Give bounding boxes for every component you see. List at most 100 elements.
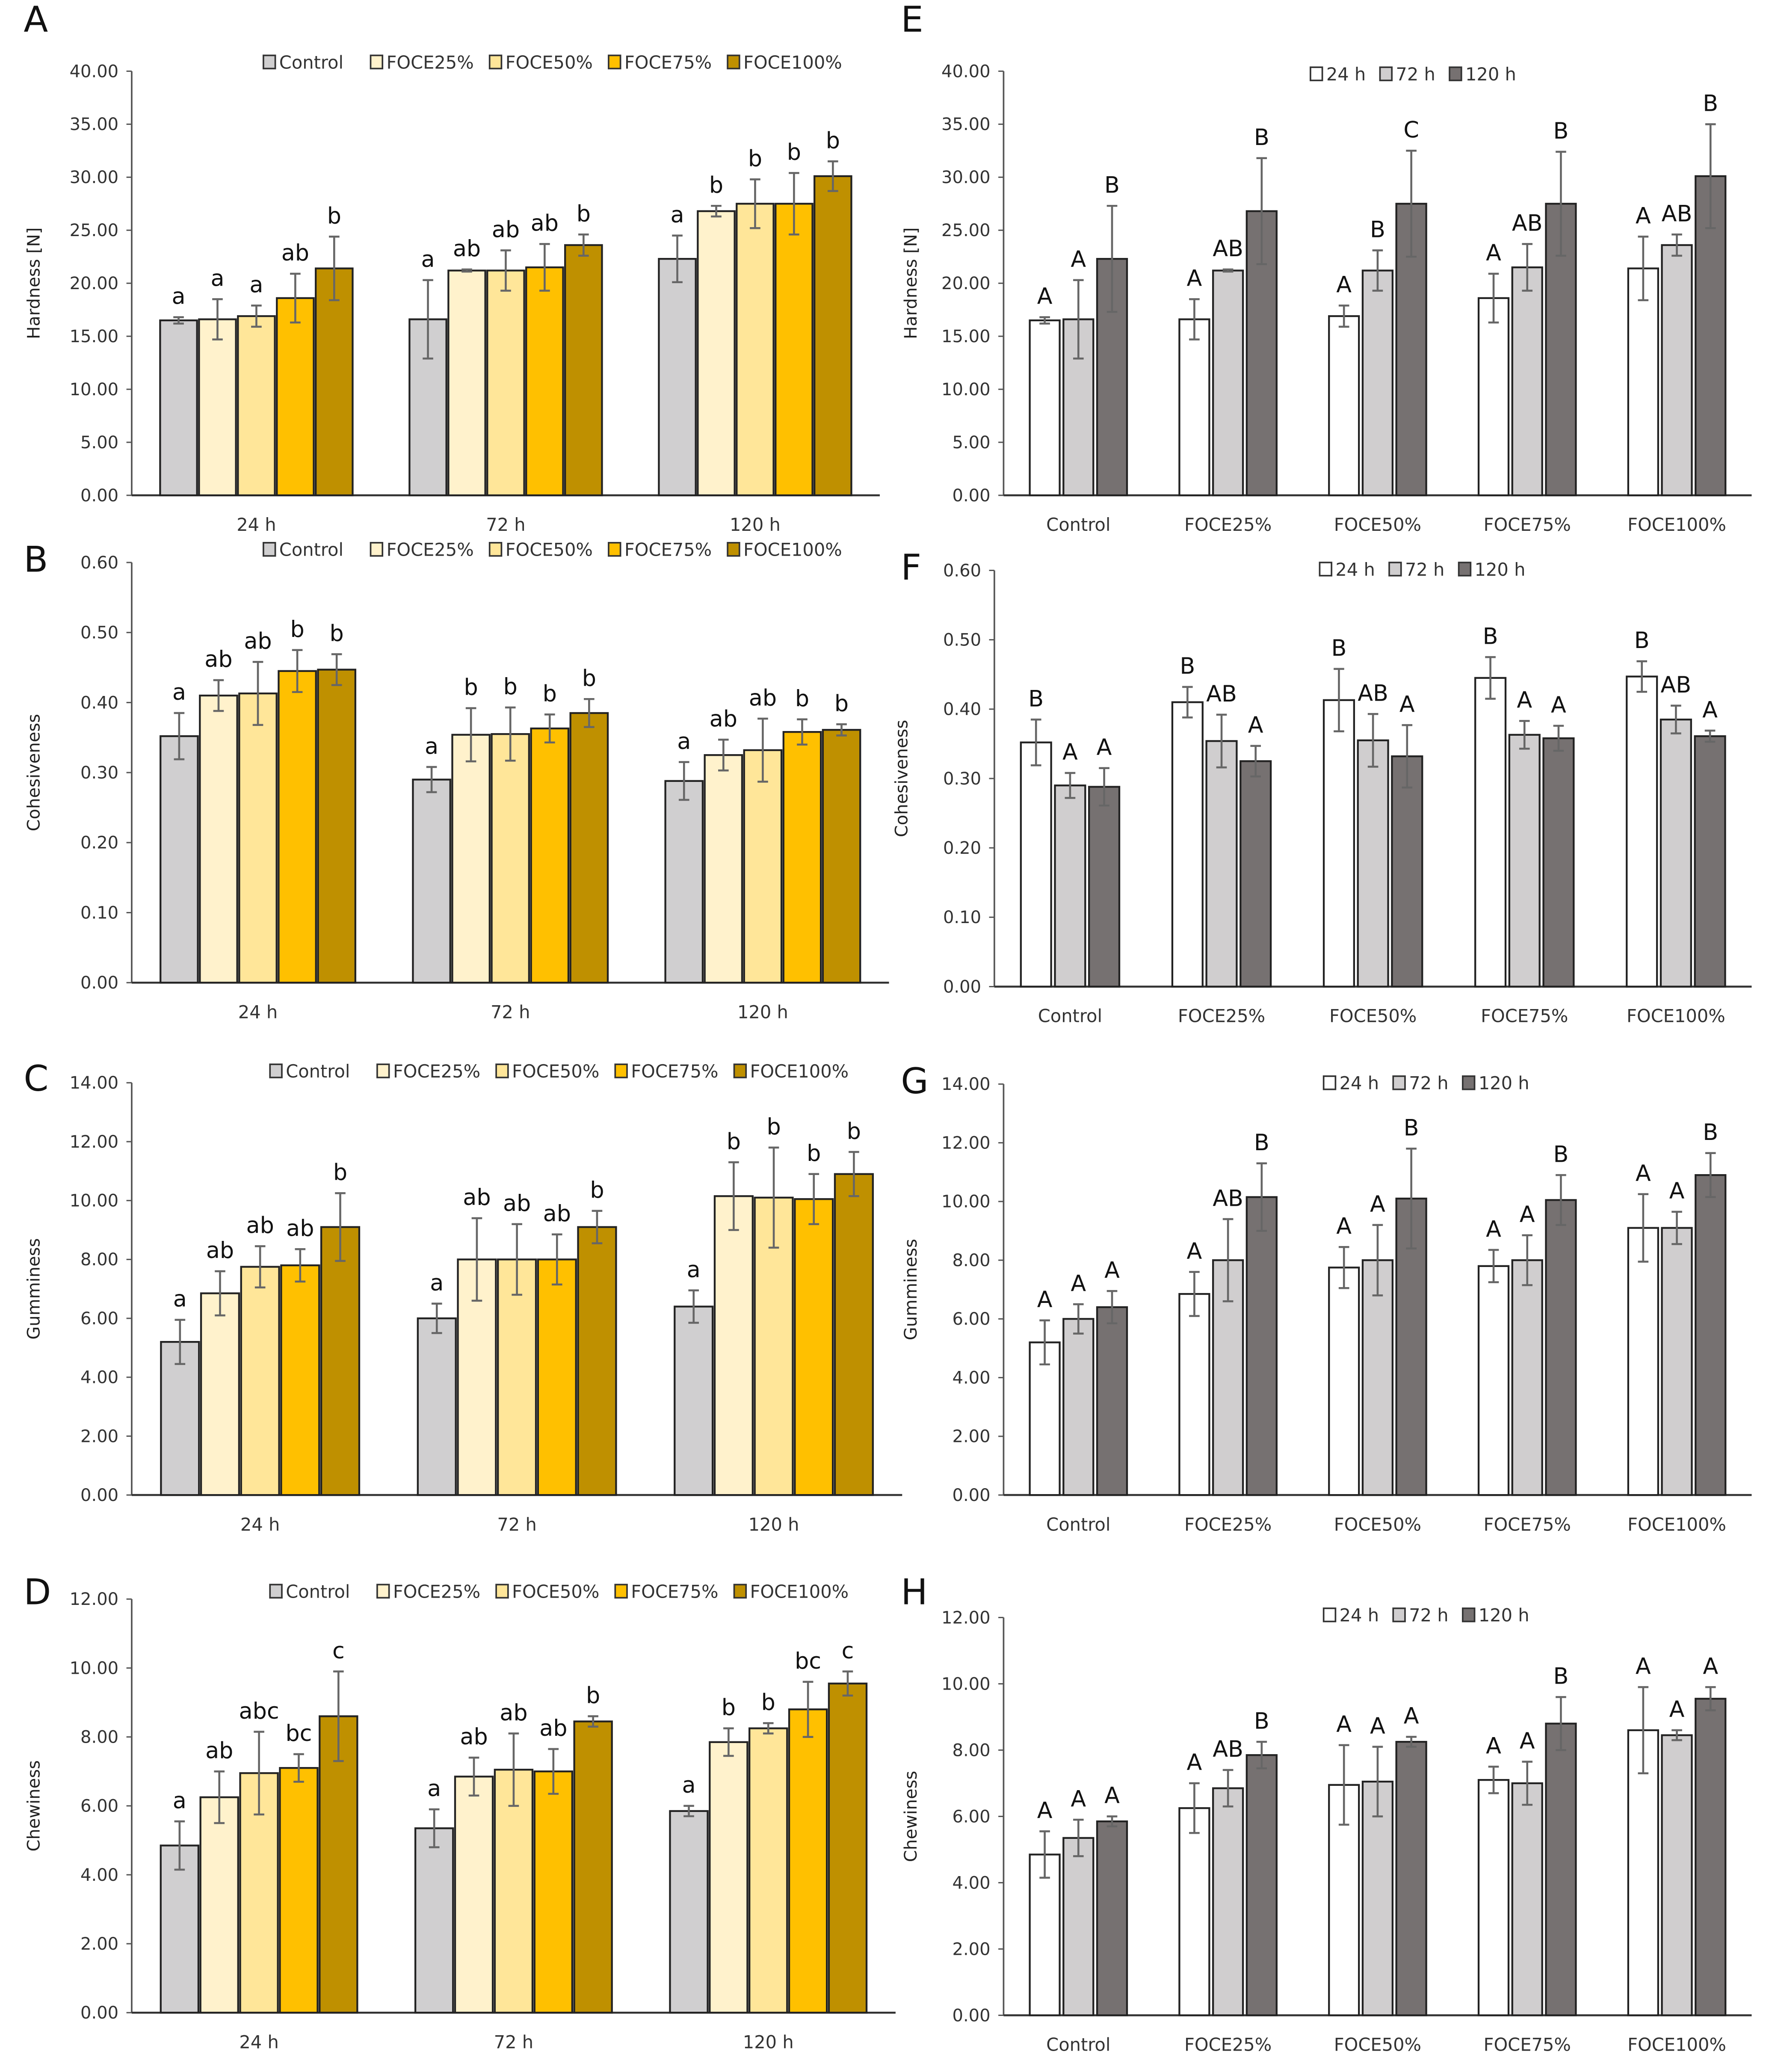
x-category-label: 72 h	[491, 1001, 530, 1022]
y-tick-label: 0.00	[952, 2006, 990, 2025]
bar-24h-foce100	[1626, 675, 1658, 988]
legend-swatch	[495, 1063, 509, 1078]
legend-swatch	[370, 542, 384, 557]
legend-label: FOCE50%	[506, 539, 593, 560]
significance-letter: ab	[539, 1715, 567, 1741]
significance-letter: B	[1553, 1141, 1568, 1167]
bar-72h-control	[1062, 1837, 1095, 2016]
panel-label: G	[901, 1060, 928, 1102]
legend-swatch	[263, 54, 276, 70]
significance-letter: A	[1703, 1653, 1718, 1679]
y-tick-label: 4.00	[952, 1368, 990, 1388]
x-category-label: FOCE100%	[1627, 2034, 1726, 2055]
bar-foce100-72h	[564, 244, 603, 497]
bar-24h-foce75	[1477, 1779, 1510, 2016]
significance-letter: b	[748, 145, 762, 172]
legend-item: 120 h	[1458, 559, 1526, 580]
significance-letter: A	[1186, 1749, 1202, 1776]
significance-letter: A	[1037, 284, 1053, 310]
y-tick-label: 0.50	[943, 630, 981, 650]
legend-label: FOCE50%	[512, 1061, 599, 1082]
y-tick-label: 0.00	[952, 486, 990, 506]
bar-72h-foce50	[1361, 1259, 1394, 1496]
significance-letter: B	[1404, 1115, 1419, 1141]
legend-label: FOCE75%	[631, 1581, 718, 1602]
significance-letter: A	[1702, 697, 1718, 723]
bar-foce50-24h	[240, 1266, 280, 1496]
y-tick-label: 0.00	[943, 977, 981, 997]
legend-item: 24 h	[1319, 559, 1375, 580]
significance-letter: a	[421, 246, 435, 272]
legend-label: FOCE75%	[624, 52, 712, 73]
significance-letter: AB	[1213, 236, 1243, 262]
y-tick-label: 2.00	[952, 1939, 990, 1959]
legend-item: 24 h	[1322, 1073, 1379, 1094]
y-tick-label: 0.40	[80, 693, 118, 713]
y-tick-label: 12.00	[70, 1132, 119, 1152]
significance-letter: b	[330, 621, 344, 647]
bar-foce75-120h	[794, 1198, 834, 1496]
legend-swatch	[1461, 1607, 1476, 1622]
y-tick-label: 6.00	[80, 1309, 118, 1329]
significance-letter: ab	[463, 1184, 491, 1211]
x-category-label: 120 h	[743, 2031, 794, 2052]
significance-letter: c	[842, 1638, 854, 1664]
panel-label: A	[24, 0, 48, 40]
panel-a: A 0.00 5.00 10.00 15.00 20.00 25.00 30.00 35.00 4…	[24, 0, 880, 535]
panel-g: G 0.00 2.00 4.00 6.00 8.00 10.00 12.00 14.00 Gumm…	[901, 1060, 1752, 1535]
bar-foce50-120h	[748, 1727, 788, 2014]
y-axis-label: Gumminess	[24, 1238, 44, 1340]
legend-label: 120 h	[1479, 1073, 1529, 1094]
legend-label: FOCE50%	[512, 1581, 599, 1602]
significance-letter: b	[807, 1140, 821, 1166]
y-tick-label: 8.00	[952, 1740, 990, 1760]
bar-foce25-24h	[200, 1292, 240, 1496]
significance-letter: ab	[286, 1215, 314, 1241]
bar-foce100-24h	[319, 1715, 358, 2014]
bar-foce50-24h	[237, 315, 276, 497]
x-category-label: Control	[1038, 1006, 1102, 1027]
significance-letter: A	[1097, 734, 1112, 761]
significance-letter: ab	[206, 1237, 234, 1264]
legend-label: 120 h	[1475, 559, 1526, 580]
bar-foce75-72h	[525, 266, 564, 497]
y-tick-label: 4.00	[952, 1873, 990, 1893]
bar-24h-foce50	[1328, 1267, 1360, 1496]
significance-letter: A	[1037, 1287, 1053, 1313]
y-tick-label: 0.10	[80, 903, 118, 923]
bar-120h-control	[1096, 1820, 1128, 2016]
significance-letter: A	[1336, 1711, 1352, 1738]
significance-letter: b	[826, 127, 840, 154]
significance-letter: ab	[281, 240, 309, 266]
y-tick-label: 5.00	[952, 433, 990, 453]
bar-foce100-120h	[814, 175, 852, 497]
legend-swatch	[1461, 1075, 1476, 1090]
significance-letter: ab	[205, 1738, 233, 1764]
y-tick-label: 0.20	[943, 838, 981, 858]
legend-item: 72 h	[1379, 64, 1435, 85]
bar-24h-foce100	[1627, 1729, 1659, 2016]
bar-foce75-120h	[782, 731, 822, 984]
x-category-label: 24 h	[238, 1001, 278, 1022]
x-category-label: FOCE50%	[1334, 514, 1421, 535]
y-tick-label: 2.00	[952, 1427, 990, 1447]
legend-swatch	[1392, 1607, 1406, 1622]
bar-foce75-72h	[533, 1770, 573, 2014]
significance-letter: b	[464, 675, 478, 701]
x-category-label: 24 h	[239, 2031, 278, 2052]
legend-swatch	[608, 54, 621, 70]
significance-letter: A	[1186, 266, 1202, 292]
significance-letter: A	[1520, 1728, 1535, 1754]
y-tick-label: 14.00	[70, 1073, 119, 1093]
significance-letter: A	[1071, 1786, 1086, 1812]
significance-letter: a	[173, 1286, 187, 1312]
bar-control-120h	[669, 1810, 709, 2014]
significance-letter: a	[172, 284, 185, 310]
significance-letter: ab	[503, 1190, 531, 1217]
legend-item: FOCE75%	[614, 1581, 719, 1602]
x-category-label: FOCE50%	[1329, 1006, 1417, 1027]
x-category-label: Control	[1046, 2034, 1110, 2055]
bar-foce25-120h	[713, 1195, 754, 1496]
bar-control-120h	[664, 780, 704, 984]
legend-swatch	[1392, 1075, 1406, 1090]
